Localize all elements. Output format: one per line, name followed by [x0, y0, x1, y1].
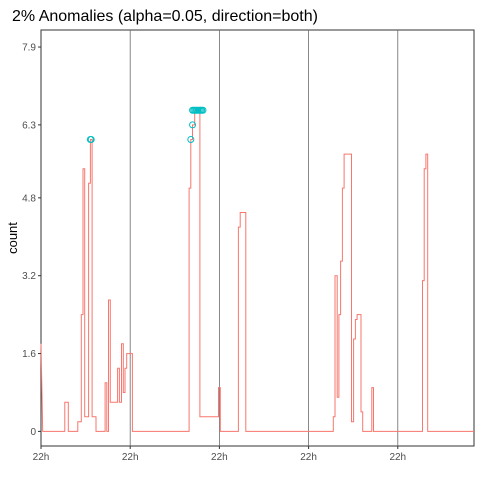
plot-panel — [40, 29, 475, 447]
x-tick-label: 22h — [122, 452, 139, 463]
y-axis-title: count — [5, 222, 20, 254]
x-axis: 22h 22h 22h 22h 22h — [33, 446, 406, 463]
x-tick-label: 22h — [389, 452, 406, 463]
chart-title: 2% Anomalies (alpha=0.05, direction=both… — [12, 8, 318, 25]
x-gridlines — [129, 30, 399, 446]
y-tick-label: 3.2 — [22, 271, 36, 282]
anomaly-layer — [86, 106, 207, 143]
x-tick-label: 22h — [300, 452, 317, 463]
y-tick-label: 6.3 — [22, 120, 36, 131]
y-tick-label: 0 — [30, 427, 36, 438]
anomaly-point — [87, 135, 95, 143]
y-tick-label: 7.9 — [22, 43, 36, 54]
x-tick-label: 22h — [211, 452, 228, 463]
anomaly-point — [199, 106, 207, 114]
y-tick-label: 1.6 — [22, 349, 36, 360]
anomaly-point — [189, 121, 197, 129]
y-axis: 0 1.6 3.2 4.8 6.3 7.9 — [22, 43, 41, 438]
x-tick-label: 22h — [33, 452, 50, 463]
y-tick-label: 4.8 — [22, 193, 36, 204]
anomaly-point — [187, 135, 195, 143]
